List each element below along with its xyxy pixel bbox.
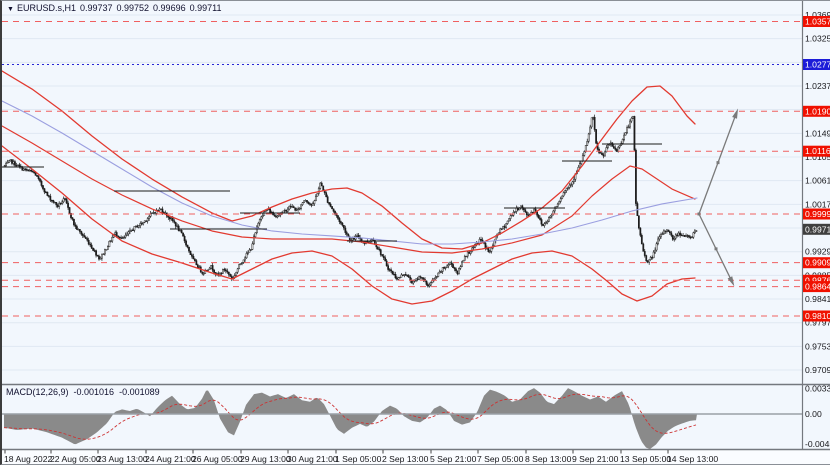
time-tick-label: 29 Aug 13:00 xyxy=(240,454,291,464)
svg-text:1.02774: 1.02774 xyxy=(805,60,830,70)
symbol-dropdown-icon[interactable]: ▼ xyxy=(7,6,14,13)
price-grid xyxy=(2,14,802,371)
symbol-period-label: EURUSD.s,H1 xyxy=(16,3,76,13)
time-tick-label: 22 Aug 05:00 xyxy=(50,454,101,464)
price-tick-label: 1.00615 xyxy=(805,176,830,186)
macd-tick-label: -0.004595 xyxy=(805,439,830,449)
svg-text:0.99091: 0.99091 xyxy=(805,258,830,268)
price-tick-label: 0.99295 xyxy=(805,247,830,257)
ohlc-open: 0.99737 xyxy=(79,3,113,13)
time-tick-label: 14 Sep 13:00 xyxy=(667,454,718,464)
price-tick-label: 1.00175 xyxy=(805,199,830,209)
price-tick-label: 1.01055 xyxy=(805,152,830,162)
price-tick-label: 0.97095 xyxy=(805,365,830,375)
price-axis[interactable]: 1.03695 1.03255 1.02375 1.01495 1.01055 1.006… xyxy=(803,10,830,449)
arrowhead-down-icon xyxy=(727,276,735,287)
macd-signal-line xyxy=(3,393,697,440)
price-level-badge: 0.98763 xyxy=(803,274,830,286)
time-tick-label: 13 Sep 05:00 xyxy=(620,454,671,464)
time-tick-label: 5 Sep 21:00 xyxy=(430,454,477,464)
bollinger-lower-band xyxy=(2,145,696,305)
time-tick-label: 1 Sep 05:00 xyxy=(335,454,382,464)
macd-main-value: -0.001016 xyxy=(73,387,115,397)
time-tick-label: 7 Sep 05:00 xyxy=(477,454,524,464)
current-price-badge: 0.99711 xyxy=(803,223,830,235)
price-tick-label: 1.01495 xyxy=(805,128,830,138)
svg-text:0.99996: 0.99996 xyxy=(805,209,830,219)
trendline-handle xyxy=(714,247,718,251)
price-level-badge: 1.02774 xyxy=(803,59,830,70)
macd-indicator-label: MACD(12,26,9) -0.001016 -0.001089 xyxy=(6,387,165,397)
trendline-handle xyxy=(716,161,720,165)
svg-text:0.99711: 0.99711 xyxy=(805,224,830,234)
price-tick-label: 1.03255 xyxy=(805,34,830,44)
svg-text:0.98646: 0.98646 xyxy=(805,282,830,292)
price-tick-label: 1.03695 xyxy=(805,10,830,20)
price-level-badge: 0.99996 xyxy=(803,208,830,220)
ohlc-low: 0.99696 xyxy=(153,3,186,13)
trend-projections[interactable] xyxy=(697,108,739,287)
time-tick-label: 8 Sep 13:00 xyxy=(525,454,572,464)
time-tick-label: 18 Aug 2022 xyxy=(4,454,52,464)
macd-pane[interactable] xyxy=(3,388,697,449)
svg-text:1.03574: 1.03574 xyxy=(805,17,830,27)
time-axis-background xyxy=(2,450,830,464)
macd-tick-label: 0.00 xyxy=(805,409,822,419)
level-lines[interactable] xyxy=(2,21,802,317)
svg-text:0.98100: 0.98100 xyxy=(805,311,830,321)
ohlc-high: 0.99752 xyxy=(116,3,150,13)
chart-title: ▼ EURUSD.s,H1 0.99737 0.99752 0.99696 0.99711 xyxy=(7,3,225,13)
macd-name: MACD(12,26,9) xyxy=(6,387,69,397)
macd-tick-label: 0.003343 xyxy=(805,384,830,394)
pane-separators[interactable] xyxy=(2,1,830,451)
time-tick-label: 2 Sep 13:00 xyxy=(382,454,429,464)
macd-histogram xyxy=(4,388,697,449)
macd-signal-value: -0.001089 xyxy=(119,387,160,397)
price-tick-label: 0.97975 xyxy=(805,318,830,328)
price-level-badge: 1.01905 xyxy=(803,105,830,117)
svg-text:0.98763: 0.98763 xyxy=(805,275,830,285)
svg-text:1.01163: 1.01163 xyxy=(805,146,830,156)
bollinger-middle-band xyxy=(2,125,696,254)
price-level-badge: 0.99091 xyxy=(803,257,830,269)
price-level-badge: 1.03574 xyxy=(803,16,830,27)
price-level-badge: 0.98100 xyxy=(803,310,830,322)
ohlc-close: 0.99711 xyxy=(189,3,222,13)
svg-text:1.01905: 1.01905 xyxy=(805,106,830,116)
time-tick-label: 30 Aug 21:00 xyxy=(287,454,338,464)
time-tick-label: 9 Sep 21:00 xyxy=(572,454,619,464)
price-level-badge: 1.01163 xyxy=(803,145,830,157)
price-tick-label: 0.97535 xyxy=(805,341,830,351)
time-tick-label: 23 Aug 13:00 xyxy=(97,454,148,464)
candlesticks xyxy=(3,114,698,288)
time-tick-label: 24 Aug 21:00 xyxy=(145,454,196,464)
price-tick-label: 0.98415 xyxy=(805,294,830,304)
price-tick-label: 1.02375 xyxy=(805,81,830,91)
moving-average-line xyxy=(2,100,698,245)
price-level-badge: 0.98646 xyxy=(803,281,830,293)
arrowhead-up-icon xyxy=(732,108,739,119)
support-resistance-segments[interactable] xyxy=(2,143,662,242)
time-tick-label: 26 Aug 05:00 xyxy=(192,454,243,464)
